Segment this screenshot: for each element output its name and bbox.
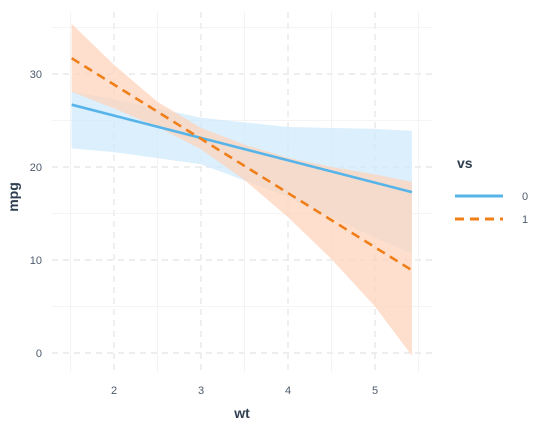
x-tick-label-5: 5 [372,385,378,397]
fit-line-1 [70,57,413,272]
y-tick-labels: 0 10 20 30 [30,69,42,360]
y-tick-label-10: 10 [30,255,42,267]
legend-label-1: 1 [522,214,528,226]
legend: vs 0 1 [455,155,528,226]
x-tick-label-4: 4 [285,385,291,397]
ribbon-layer [71,23,412,356]
confidence-band-1 [71,23,412,356]
fit-line-0 [71,103,413,194]
y-tick-label-20: 20 [30,162,42,174]
legend-label-0: 0 [522,191,528,203]
y-axis-title: mpg [5,182,21,212]
y-tick-label-30: 30 [30,69,42,81]
x-tick-label-3: 3 [198,385,204,397]
x-axis-title: wt [233,405,250,421]
x-tick-label-2: 2 [111,385,117,397]
line-layer [70,57,413,272]
x-tick-labels: 2 3 4 5 [111,385,378,397]
legend-title: vs [457,155,473,171]
y-tick-label-0: 0 [36,348,42,360]
